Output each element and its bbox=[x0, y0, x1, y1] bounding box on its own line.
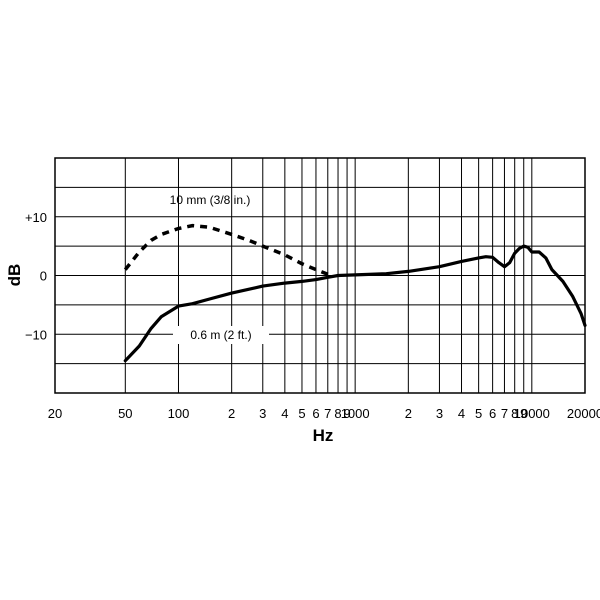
series-label-1: 0.6 m (2 ft.) bbox=[190, 328, 251, 342]
x-tick-label-2000: 2 bbox=[405, 406, 412, 421]
plot-frame bbox=[54, 157, 586, 394]
series-line-1 bbox=[123, 244, 587, 363]
x-tick-label-600: 6 bbox=[312, 406, 319, 421]
y-axis-title: dB bbox=[5, 264, 24, 287]
x-tick-label-50: 50 bbox=[118, 406, 132, 421]
x-tick-label-400: 4 bbox=[281, 406, 288, 421]
x-tick-label-300: 3 bbox=[259, 406, 266, 421]
x-tick-label-100: 100 bbox=[168, 406, 190, 421]
x-tick-label-800: 8 bbox=[334, 406, 341, 421]
series-line-0 bbox=[123, 223, 329, 276]
series-label-0: 10 mm (3/8 in.) bbox=[170, 193, 251, 207]
y-tick-label--10: −10 bbox=[25, 327, 47, 342]
x-tick-label-5000: 5 bbox=[475, 406, 482, 421]
x-tick-label-500: 5 bbox=[298, 406, 305, 421]
x-tick-label-7000: 7 bbox=[501, 406, 508, 421]
x-tick-label-3000: 3 bbox=[436, 406, 443, 421]
x-tick-label-8000: 8 bbox=[511, 406, 518, 421]
x-tick-label-9000: 9 bbox=[520, 406, 527, 421]
x-tick-label-20000: 20000 bbox=[567, 406, 600, 421]
x-tick-label-4000: 4 bbox=[458, 406, 465, 421]
x-tick-label-20: 20 bbox=[48, 406, 62, 421]
series-layer bbox=[123, 223, 587, 363]
y-tick-label-10: +10 bbox=[25, 210, 47, 225]
x-tick-label-6000: 6 bbox=[489, 406, 496, 421]
y-tick-labels: +10 0 −10 bbox=[25, 210, 47, 343]
x-tick-label-200: 2 bbox=[228, 406, 235, 421]
horizontal-gridlines bbox=[55, 186, 585, 365]
x-tick-label-700: 7 bbox=[324, 406, 331, 421]
x-tick-label-900: 9 bbox=[343, 406, 350, 421]
x-tick-label-1000: 1000 bbox=[341, 406, 370, 421]
x-tick-label-10000: 10000 bbox=[514, 406, 550, 421]
series-labels: 10 mm (3/8 in.) 0.6 m (2 ft.) bbox=[170, 193, 269, 344]
x-axis-title: Hz bbox=[313, 426, 334, 445]
series-label-bg-1 bbox=[173, 326, 269, 344]
y-tick-label-0: 0 bbox=[40, 269, 47, 284]
